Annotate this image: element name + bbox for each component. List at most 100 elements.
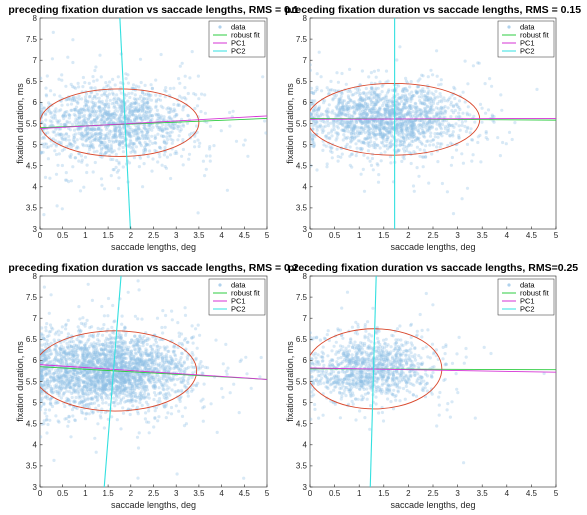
data-point bbox=[93, 138, 97, 142]
data-point bbox=[40, 132, 43, 136]
y-tick-label: 8 bbox=[33, 14, 38, 23]
data-point bbox=[164, 166, 168, 170]
data-point bbox=[108, 113, 112, 117]
data-point bbox=[421, 89, 425, 94]
data-point bbox=[163, 127, 167, 131]
data-point bbox=[93, 384, 98, 388]
data-point bbox=[375, 143, 379, 147]
data-point bbox=[51, 387, 55, 391]
data-point bbox=[418, 119, 422, 123]
data-point bbox=[404, 86, 408, 90]
data-point bbox=[137, 102, 141, 106]
data-point bbox=[121, 141, 125, 145]
data-point bbox=[351, 120, 355, 124]
data-point bbox=[130, 102, 134, 106]
data-point bbox=[95, 396, 99, 400]
data-point bbox=[106, 131, 110, 135]
data-point bbox=[110, 112, 114, 116]
data-point bbox=[398, 96, 402, 101]
data-point bbox=[175, 113, 179, 117]
data-point bbox=[142, 102, 146, 106]
data-point bbox=[339, 91, 343, 95]
data-point bbox=[378, 132, 382, 136]
data-point bbox=[167, 368, 171, 372]
data-point bbox=[424, 144, 428, 148]
data-point bbox=[386, 137, 390, 141]
data-point bbox=[317, 50, 321, 54]
data-point bbox=[107, 139, 111, 144]
data-point bbox=[351, 138, 355, 142]
data-point bbox=[143, 112, 147, 116]
data-point bbox=[388, 115, 392, 119]
data-point bbox=[173, 109, 177, 113]
data-point bbox=[147, 143, 151, 147]
data-point bbox=[135, 130, 139, 134]
data-point bbox=[403, 102, 407, 106]
data-point bbox=[91, 359, 95, 363]
data-point bbox=[75, 119, 79, 123]
data-point bbox=[384, 95, 388, 99]
data-point bbox=[112, 168, 116, 172]
data-point bbox=[185, 121, 190, 125]
data-point bbox=[381, 134, 386, 138]
data-point bbox=[399, 122, 403, 126]
data-point bbox=[98, 342, 102, 347]
data-point bbox=[354, 135, 358, 139]
data-point bbox=[405, 100, 409, 104]
data-point bbox=[60, 73, 64, 77]
data-point bbox=[80, 122, 84, 127]
data-point bbox=[72, 98, 76, 102]
data-point bbox=[358, 109, 362, 113]
data-point bbox=[395, 100, 399, 104]
x-tick-label: 2 bbox=[406, 231, 411, 240]
data-point bbox=[330, 146, 334, 150]
data-point bbox=[374, 123, 378, 127]
data-point bbox=[94, 65, 98, 69]
data-point bbox=[90, 107, 94, 111]
data-point bbox=[99, 134, 103, 138]
data-point bbox=[383, 125, 387, 129]
data-point bbox=[364, 107, 369, 111]
data-point bbox=[422, 113, 427, 117]
data-point bbox=[421, 155, 425, 159]
data-point bbox=[326, 115, 330, 119]
data-point bbox=[354, 142, 358, 146]
data-point bbox=[70, 391, 74, 396]
data-point bbox=[154, 78, 158, 82]
data-point bbox=[134, 84, 138, 88]
data-point bbox=[72, 136, 76, 140]
legend-entry: PC2 bbox=[520, 47, 535, 56]
data-point bbox=[418, 101, 423, 105]
data-point bbox=[146, 104, 150, 108]
data-point bbox=[104, 127, 109, 131]
data-point bbox=[109, 119, 113, 123]
data-point bbox=[388, 124, 392, 128]
data-point bbox=[465, 111, 469, 115]
data-point bbox=[109, 157, 113, 162]
data-point bbox=[140, 118, 144, 122]
data-point bbox=[434, 119, 438, 123]
data-point bbox=[128, 142, 132, 146]
data-point bbox=[90, 127, 94, 131]
data-point bbox=[379, 159, 383, 163]
data-point bbox=[418, 77, 422, 81]
data-point bbox=[336, 104, 340, 108]
data-point bbox=[81, 142, 85, 146]
data-point bbox=[368, 159, 372, 163]
data-point bbox=[112, 135, 116, 140]
data-point bbox=[72, 133, 76, 137]
data-point bbox=[416, 129, 420, 133]
data-point bbox=[145, 142, 149, 146]
data-point bbox=[81, 316, 85, 320]
data-point bbox=[129, 357, 133, 361]
data-point bbox=[92, 113, 96, 118]
data-point bbox=[429, 97, 433, 101]
data-point bbox=[51, 137, 55, 141]
data-point bbox=[70, 108, 74, 112]
data-point bbox=[396, 123, 400, 127]
data-point bbox=[343, 113, 347, 117]
data-point bbox=[54, 110, 58, 114]
data-point bbox=[176, 127, 180, 131]
data-point bbox=[107, 363, 111, 367]
data-point bbox=[155, 344, 159, 349]
